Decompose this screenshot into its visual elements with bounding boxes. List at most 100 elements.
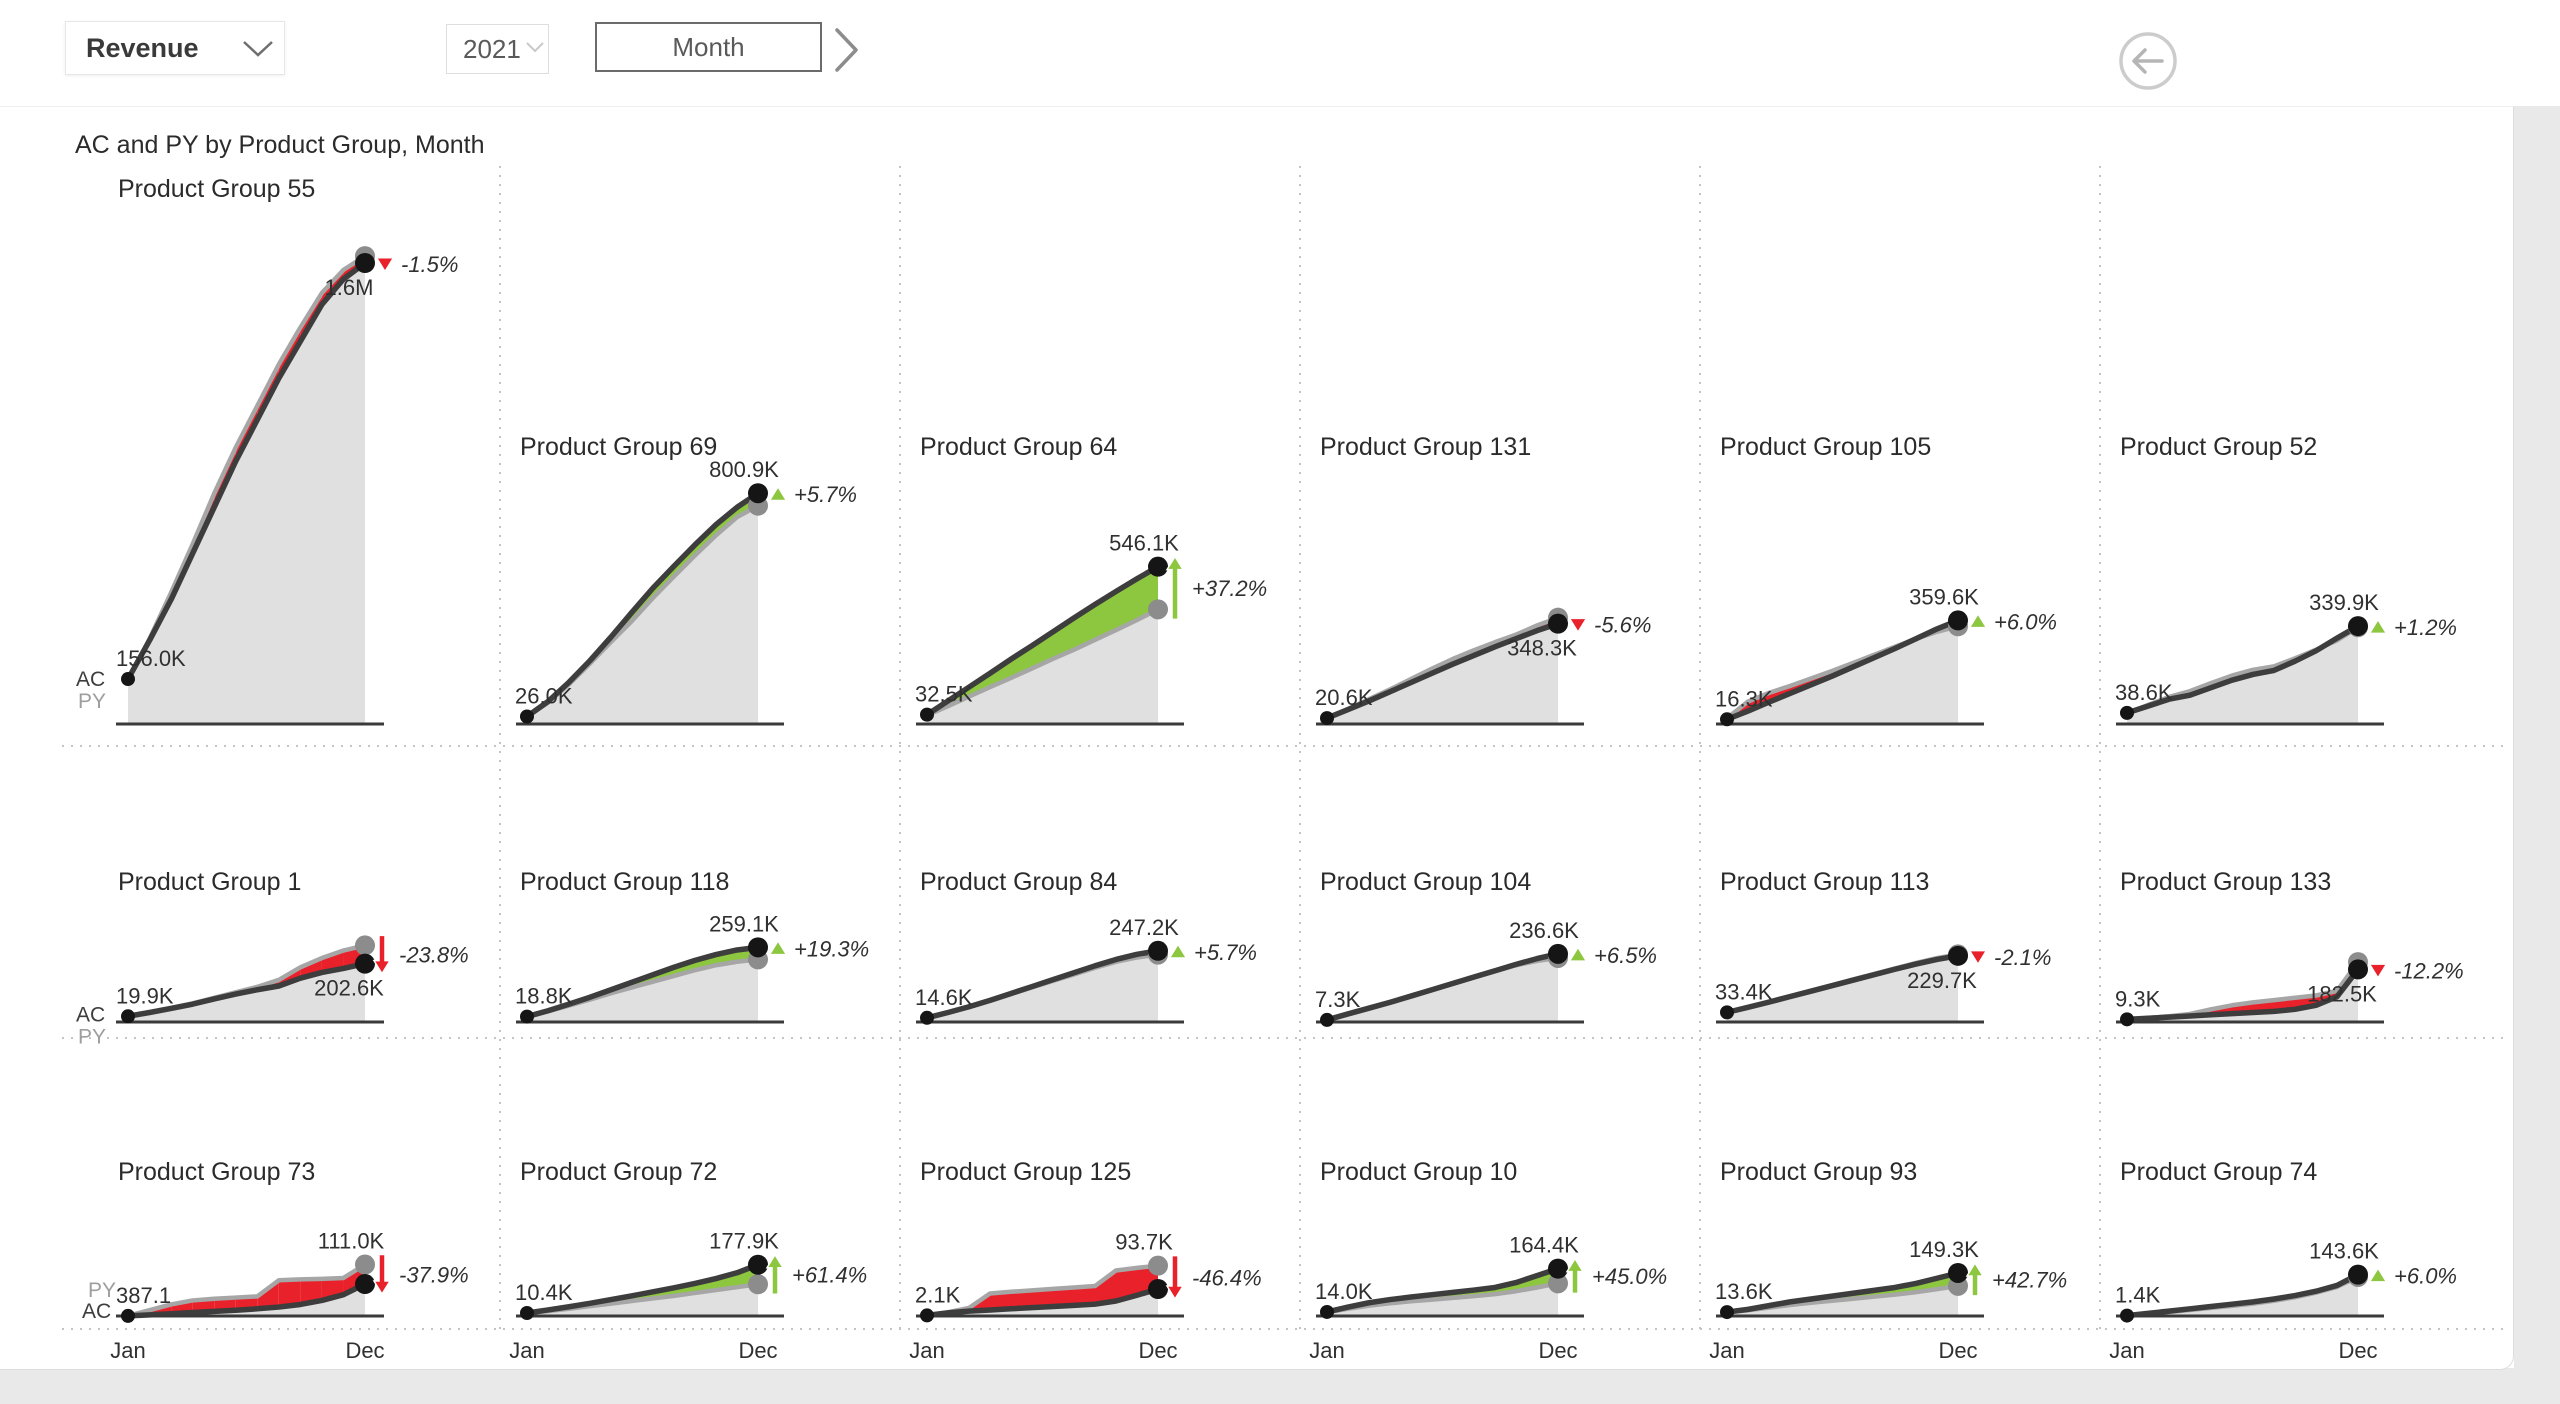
x-axis-label-dec: Dec: [1138, 1338, 1177, 1363]
ac-line: [1724, 617, 1961, 723]
py-area-fill: [128, 263, 365, 724]
chart-title: Product Group 113: [1720, 868, 1929, 896]
variance-percent-label: -12.2%: [2394, 958, 2464, 983]
decrease-arrow-icon: [372, 1253, 392, 1296]
x-axis-label-jan: Jan: [509, 1338, 544, 1363]
back-arrow-icon[interactable]: [2116, 29, 2182, 100]
small-multiple-product-group-69[interactable]: Product Group 69 26.0K 800.9K +5.7%: [515, 433, 857, 726]
increase-arrow-icon: [765, 1253, 785, 1295]
variance-percent-label: +1.2%: [2394, 615, 2457, 640]
x-axis-label-dec: Dec: [1538, 1338, 1577, 1363]
small-multiple-product-group-131[interactable]: Product Group 131 20.6K 348.3K -5.6%: [1315, 433, 1651, 726]
py-area-fill: [2127, 1276, 2358, 1316]
ac-end-dot: [2348, 1264, 2368, 1285]
granularity-month-button[interactable]: Month: [595, 22, 822, 72]
small-multiple-product-group-105[interactable]: Product Group 105 16.3K 359.6K +6.0%: [1715, 433, 2057, 727]
chart-title: Product Group 93: [1720, 1158, 1917, 1186]
small-multiple-product-group-113[interactable]: Product Group 113 33.4K 229.7K -2.1%: [1715, 868, 2051, 1024]
start-value-label: 387.1: [116, 1283, 171, 1308]
chart-title: Product Group 72: [520, 1158, 717, 1186]
ac-start-dot: [121, 1308, 135, 1323]
x-axis-label-dec: Dec: [1938, 1338, 1977, 1363]
unfavourable-variance-ribbon: [1032, 1288, 1053, 1308]
ac-start-dot: [1720, 712, 1734, 727]
granularity-month-label: Month: [672, 31, 745, 62]
increase-arrow-icon: [1965, 1261, 1985, 1297]
ac-start-dot: [121, 1009, 135, 1024]
variance-percent-label: +6.5%: [1594, 943, 1657, 968]
py-area-fill: [1327, 623, 1558, 724]
chart-title: Product Group 52: [2120, 433, 2317, 461]
py-area-fill: [927, 954, 1158, 1022]
ac-line: [524, 944, 761, 1020]
chart-title: Product Group 133: [2120, 868, 2331, 896]
ac-end-dot: [1948, 1262, 1968, 1283]
end-value-label: 111.0K: [318, 1229, 385, 1254]
end-value-label: 202.6K: [314, 976, 384, 1001]
increase-triangle-icon: [1969, 613, 1987, 628]
small-multiple-product-group-93[interactable]: Product Group 93 13.6K 149.3K +42.7% Jan Dec: [1709, 1158, 2067, 1363]
start-value-label: 1.4K: [2115, 1283, 2161, 1308]
decrease-triangle-icon: [1569, 618, 1587, 633]
chart-title: Product Group 131: [1320, 433, 1531, 461]
ac-line: [1324, 951, 1561, 1023]
py-end-dot: [1548, 1273, 1568, 1294]
favourable-variance-ribbon: [1053, 617, 1074, 659]
start-value-label: 14.6K: [915, 985, 973, 1010]
ac-start-dot: [920, 707, 934, 722]
ac-end-dot: [355, 1274, 375, 1295]
py-end-dot: [748, 1274, 768, 1295]
x-axis-label-jan: Jan: [2109, 1338, 2144, 1363]
variance-percent-label: -23.8%: [399, 943, 469, 968]
unfavourable-variance-ribbon: [1011, 1290, 1032, 1309]
ac-end-dot: [1148, 1279, 1168, 1300]
year-input[interactable]: 2021: [446, 24, 549, 74]
ac-start-dot: [520, 1306, 534, 1321]
small-multiple-product-group-125[interactable]: Product Group 125 2.1K 93.7K -46.4% Jan Dec: [909, 1158, 1261, 1363]
variance-percent-label: +6.0%: [2394, 1264, 2457, 1289]
small-multiple-product-group-74[interactable]: Product Group 74 1.4K 143.6K +6.0% Jan Dec: [2109, 1158, 2457, 1363]
small-multiple-product-group-64[interactable]: Product Group 64 32.5K 546.1K +37.2%: [915, 433, 1267, 726]
increase-arrow-icon: [1565, 1257, 1585, 1295]
small-multiple-product-group-10[interactable]: Product Group 10 14.0K 164.4K +45.0% Jan Dec: [1309, 1158, 1667, 1363]
chart-title: Product Group 55: [118, 175, 315, 203]
decrease-triangle-icon: [376, 257, 394, 272]
measure-select[interactable]: Revenue: [65, 21, 285, 75]
small-multiple-product-group-104[interactable]: Product Group 104 7.3K 236.6K +6.5%: [1315, 868, 1657, 1027]
small-multiple-product-group-84[interactable]: Product Group 84 14.6K 247.2K +5.7%: [915, 868, 1257, 1025]
chart-title: Product Group 105: [1720, 433, 1931, 461]
increase-arrow-icon: [1165, 555, 1185, 621]
chart-title: Product Group 69: [520, 433, 717, 461]
start-value-label: 156.0K: [116, 646, 186, 671]
page-background-bottom: [0, 1368, 2560, 1404]
ac-start-dot: [520, 709, 534, 724]
end-value-label: 247.2K: [1109, 915, 1179, 940]
small-multiple-product-group-118[interactable]: Product Group 118 18.8K 259.1K +19.3%: [515, 868, 869, 1024]
unfavourable-variance-ribbon: [1074, 1286, 1095, 1306]
chevron-right-icon[interactable]: [830, 22, 866, 83]
small-multiple-product-group-72[interactable]: Product Group 72 10.4K 177.9K +61.4% Jan Dec: [509, 1158, 867, 1363]
end-value-label: 182.5K: [2307, 981, 2377, 1006]
ac-line: [924, 563, 1161, 718]
variance-percent-label: -1.5%: [401, 252, 458, 277]
end-value-label: 149.3K: [1909, 1237, 1979, 1262]
unfavourable-variance-ribbon: [257, 1280, 279, 1309]
unfavourable-variance-ribbon: [1053, 1287, 1074, 1307]
x-axis-label-jan: Jan: [1309, 1338, 1344, 1363]
increase-triangle-icon: [1169, 943, 1187, 959]
report-canvas: [0, 106, 2514, 1370]
chart-title: Product Group 73: [118, 1158, 315, 1186]
variance-percent-label: +42.7%: [1992, 1267, 2067, 1292]
end-value-label: 229.7K: [1907, 968, 1977, 993]
small-multiple-product-group-52[interactable]: Product Group 52 38.6K 339.9K +1.2%: [2115, 433, 2457, 726]
variance-percent-label: +37.2%: [1192, 576, 1267, 601]
series-legend-ac: AC: [76, 1003, 105, 1026]
small-multiple-product-group-133[interactable]: Product Group 133 9.3K 182.5K -12.2%: [2115, 868, 2464, 1027]
chevron-down-small-icon: [523, 39, 549, 64]
x-axis-label-jan: Jan: [110, 1338, 145, 1363]
ac-end-dot: [748, 1254, 768, 1275]
grid-separators: [62, 166, 2510, 1330]
